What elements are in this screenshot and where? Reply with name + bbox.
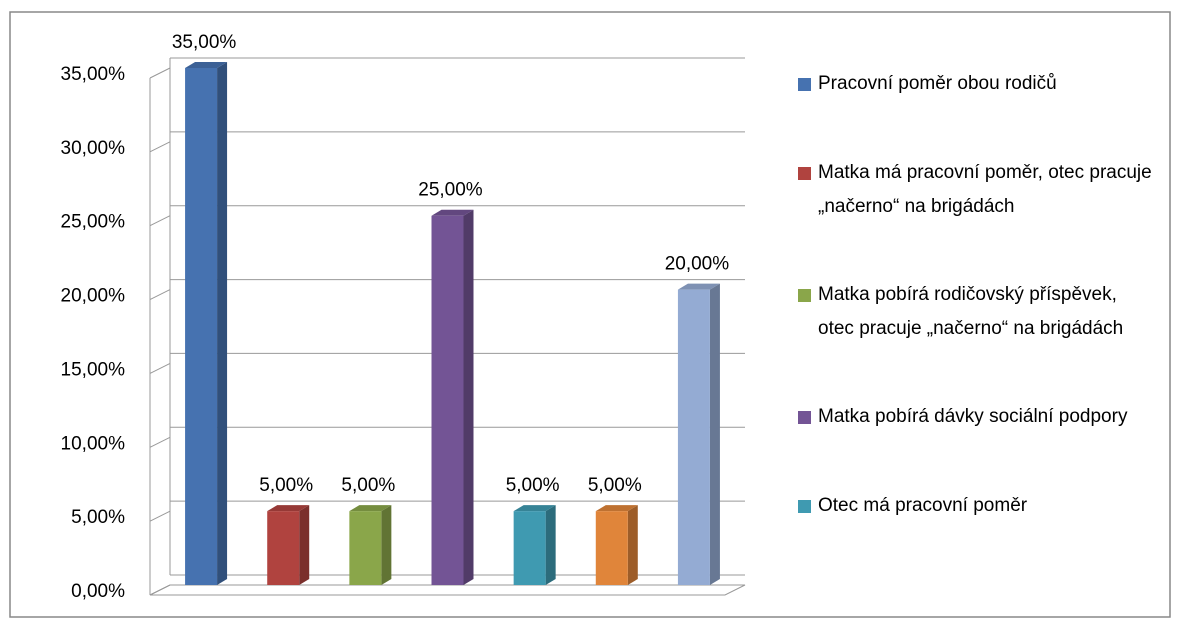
bar-front <box>267 511 300 585</box>
legend-entry: Matka pobírá dávky sociální podpory <box>798 400 1158 434</box>
bar <box>349 505 392 585</box>
legend-label: Pracovní poměr obou rodičů <box>818 73 1057 95</box>
legend-entry: Otec má pracovní poměr <box>798 489 1158 523</box>
legend-label: Matka má pracovní poměr, otec pracuje „n… <box>818 161 1152 217</box>
data-label: 5,00% <box>341 475 395 496</box>
tick-mark <box>149 289 171 301</box>
bar <box>677 283 720 585</box>
y-tick-label: 25,00% <box>61 212 126 233</box>
bar-top <box>431 209 474 216</box>
data-label: 5,00% <box>259 475 313 496</box>
legend-label: Matka pobírá rodičovský příspěvek, otec … <box>818 283 1124 339</box>
data-label: 25,00% <box>418 180 483 201</box>
y-tick-label: 30,00% <box>61 138 126 159</box>
tick-mark <box>149 510 171 522</box>
legend-entry: Pracovní poměr obou rodičů <box>798 67 1158 101</box>
bar-side <box>299 505 310 585</box>
tick-mark <box>149 584 171 596</box>
tick-mark <box>149 436 171 448</box>
y-tick-label: 20,00% <box>61 286 126 307</box>
legend-entry: Matka má pracovní poměr, otec pracuje „n… <box>798 156 1158 224</box>
data-label: 5,00% <box>506 475 560 496</box>
bar-top <box>267 505 310 512</box>
bar-top <box>595 505 638 512</box>
bar-side <box>463 209 474 585</box>
bar-side <box>545 505 556 585</box>
legend-entry: Matka pobírá rodičovský příspěvek, otec … <box>798 278 1158 346</box>
legend-swatch <box>798 499 811 513</box>
tick-mark <box>149 67 171 79</box>
bar-side <box>217 62 228 585</box>
y-tick-label: 15,00% <box>61 359 126 380</box>
y-tick-label: 35,00% <box>61 64 126 85</box>
legend: Pracovní poměr obou rodičů Matka má praco… <box>798 40 1158 550</box>
y-tick-label: 0,00% <box>71 581 125 602</box>
bar-front <box>513 511 546 585</box>
bar-front <box>431 215 464 585</box>
y-tick-label: 5,00% <box>71 507 125 528</box>
chart-border <box>9 11 1171 618</box>
data-label: 5,00% <box>588 475 642 496</box>
tick-mark <box>149 141 171 153</box>
legend-swatch <box>798 166 811 180</box>
bar-side <box>709 283 720 585</box>
tick-mark <box>149 362 171 374</box>
bar <box>513 505 556 585</box>
tick-mark <box>149 215 171 227</box>
bar-front <box>185 68 218 585</box>
legend-swatch <box>798 288 811 302</box>
bar <box>267 505 310 585</box>
data-label: 20,00% <box>665 254 730 275</box>
bar-top <box>677 283 720 290</box>
y-tick-label: 10,00% <box>61 433 126 454</box>
bar <box>431 209 474 585</box>
bar-top <box>185 62 228 68</box>
bar-front <box>349 511 382 585</box>
bar-top <box>513 505 556 512</box>
legend-label: Otec má pracovní poměr <box>818 494 1028 516</box>
data-label: 35,00% <box>172 32 237 53</box>
floor <box>149 584 746 596</box>
bar-side <box>627 505 638 585</box>
legend-swatch <box>798 411 811 425</box>
bar-front <box>677 289 710 585</box>
bar-top <box>349 505 392 512</box>
legend-swatch <box>798 78 811 92</box>
bar-side <box>381 505 392 585</box>
bar <box>185 62 228 585</box>
legend-label: Matka pobírá dávky sociální podpory <box>818 406 1128 428</box>
bar <box>595 505 638 585</box>
bar-front <box>595 511 628 585</box>
